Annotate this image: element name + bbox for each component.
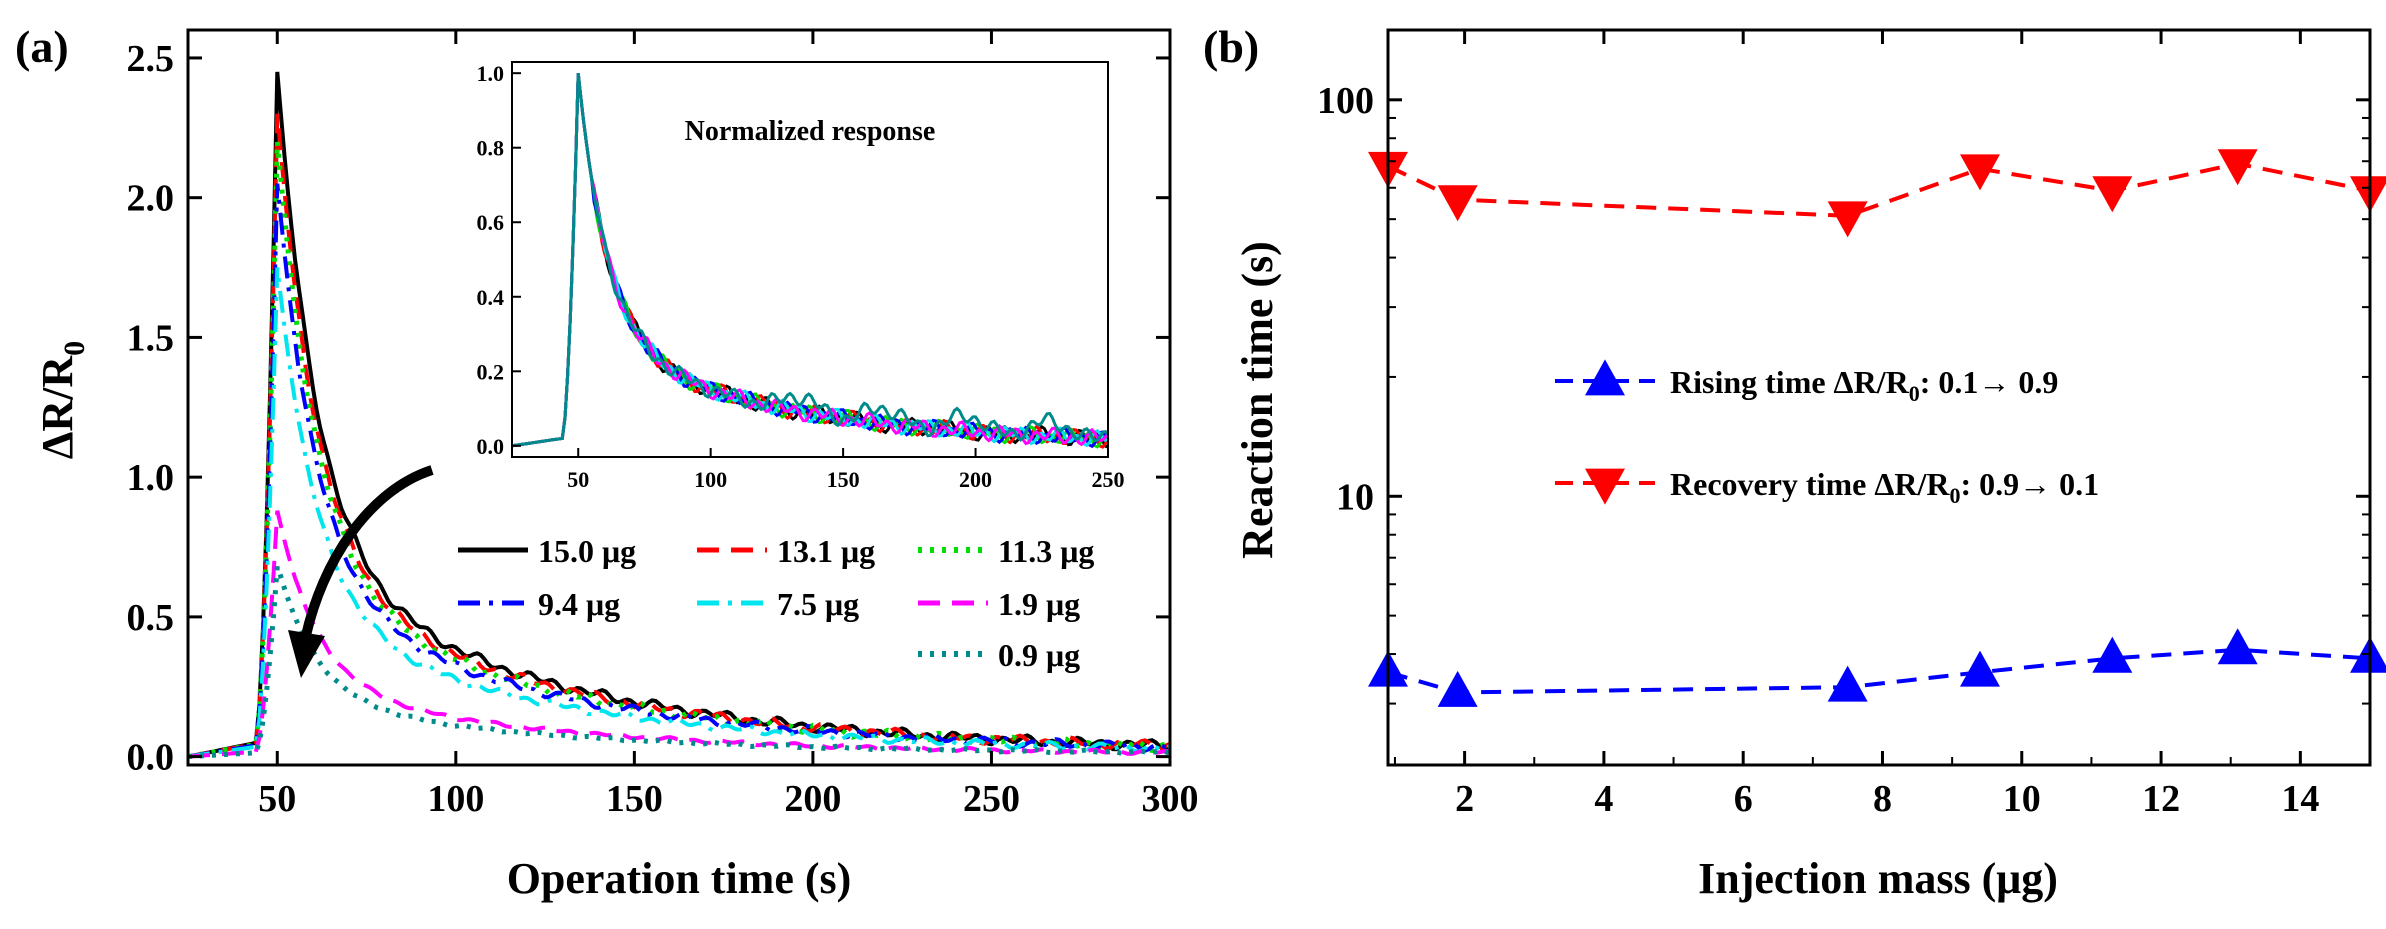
data-point-marker	[2350, 176, 2386, 213]
x-tick-label: 50	[258, 778, 296, 820]
legend-label-3: 9.4 μg	[538, 586, 620, 622]
inset-y-tick-label: 0.0	[477, 434, 505, 459]
inset-y-tick-label: 1.0	[477, 61, 505, 86]
inset-frame	[511, 61, 1109, 458]
legend-label-2: 11.3 μg	[998, 533, 1094, 569]
x-tick-label: 14	[2281, 778, 2319, 820]
inset-y-tick-label: 0.2	[477, 359, 505, 384]
x-tick-label: 6	[1734, 778, 1753, 820]
inset-x-tick-label: 200	[959, 467, 992, 492]
legend-swatch-marker-0	[1585, 359, 1625, 396]
inset-ticks: 50 100 150 200 250 0.0 0.2 0.4 0.6 0.8 1.0	[477, 61, 1125, 492]
data-point-marker	[2217, 149, 2258, 186]
panel-a-x-axis-label: Operation time (s)	[507, 854, 852, 903]
arrow-head	[288, 630, 325, 678]
y-tick-label: 100	[1317, 80, 1374, 122]
inset-series-line-5	[511, 73, 1110, 448]
panel-a-ticks: 50 100 150 200 250 300 0.0 0.5 1.0 1.5 2.0 2.5	[127, 30, 1199, 820]
x-tick-label: 150	[606, 778, 663, 820]
panel-b: (b) 2 4 6 8 10 12 14 10 100 Reaction time (s) In…	[1203, 21, 2386, 903]
legend-label-4: 7.5 μg	[777, 586, 859, 622]
inset-x-tick-label: 150	[827, 467, 860, 492]
panel-b-ticks: 2 4 6 8 10 12 14 10 100	[1317, 30, 2371, 820]
series-line-1	[187, 113, 1171, 759]
inset-y-tick-label: 0.6	[477, 210, 505, 235]
inset-x-tick-label: 100	[694, 467, 727, 492]
y-tick-label: 2.5	[127, 38, 175, 80]
panel-a-axes-frame	[186, 28, 1172, 767]
panel-a-label: (a)	[15, 21, 69, 72]
inset-chart: 50 100 150 200 250 0.0 0.2 0.4 0.6 0.8 1.0 Normali…	[477, 61, 1125, 492]
data-point-marker	[1959, 154, 2000, 191]
legend-label-0: 15.0 μg	[538, 533, 636, 569]
legend-label-0: Rising time ΔR/R0: 0.1→ 0.9	[1670, 364, 2058, 406]
x-tick-label: 10	[2003, 778, 2041, 820]
data-point-marker	[1959, 650, 2000, 687]
legend-label-1: 13.1 μg	[777, 533, 875, 569]
x-tick-label: 300	[1142, 778, 1199, 820]
data-point-marker	[1437, 670, 1478, 707]
data-point-marker	[2217, 628, 2258, 665]
legend-label-5: 1.9 μg	[998, 586, 1080, 622]
inset-series-line-6	[511, 73, 1110, 448]
x-tick-label: 250	[963, 778, 1020, 820]
x-tick-label: 100	[427, 778, 484, 820]
data-point-marker	[1827, 665, 1868, 702]
panel-a-y-label-main: ΔR/R0	[33, 341, 91, 459]
x-tick-label: 8	[1873, 778, 1892, 820]
panel-b-label: (b)	[1203, 21, 1259, 72]
panel-a: (a) 50 100 150 200 250 3000.00.51.01.52.02.5 …	[15, 21, 1199, 903]
inset-plot-area	[511, 73, 1110, 449]
inset-y-tick-label: 0.4	[477, 285, 505, 310]
arrow-shaft	[300, 465, 434, 642]
series-line-1	[1387, 161, 2371, 218]
series-line-5	[187, 510, 1171, 759]
x-tick-label: 12	[2142, 778, 2180, 820]
y-tick-label: 0.0	[127, 737, 175, 779]
y-tick-label: 2.0	[127, 178, 175, 220]
series-line-4	[187, 267, 1171, 759]
y-tick-label: 1.0	[127, 457, 175, 499]
y-tick-label: 10	[1336, 476, 1374, 518]
panel-a-legend: 15.0 μg 13.1 μg 11.3 μg 9.4 μg 7.5 μg 1.9 μg 0…	[458, 533, 1094, 673]
panel-b-y-axis-label: Reaction time (s)	[1233, 241, 1282, 559]
panel-b-plot-area	[1368, 149, 2386, 707]
legend-label-6: 0.9 μg	[998, 637, 1080, 673]
data-point-marker	[2092, 176, 2133, 213]
series-line-3	[187, 183, 1171, 759]
inset-x-tick-label: 250	[1092, 467, 1125, 492]
legend-label-1: Recovery time ΔR/R0: 0.9→ 0.1	[1670, 466, 2099, 508]
x-tick-label: 4	[1594, 778, 1613, 820]
data-point-marker	[2092, 636, 2133, 673]
y-tick-label: 0.5	[127, 597, 175, 639]
x-tick-label: 2	[1455, 778, 1474, 820]
x-tick-label: 200	[784, 778, 841, 820]
y-tick-label: 1.5	[127, 317, 175, 359]
legend-swatch-marker-1	[1585, 468, 1625, 505]
inset-title: Normalized response	[685, 116, 936, 147]
panel-b-x-axis-label: Injection mass (μg)	[1698, 854, 2058, 903]
data-point-marker	[1437, 185, 1478, 222]
panel-b-legend: Rising time ΔR/R0: 0.1→ 0.9 Recovery time…	[1555, 359, 2099, 508]
inset-x-tick-label: 50	[567, 467, 589, 492]
panel-b-axes-frame	[1386, 28, 2372, 767]
inset-background	[512, 62, 1108, 457]
decreasing-mass-arrow	[288, 465, 434, 678]
data-point-marker	[1827, 201, 1868, 238]
panel-a-y-axis-label: ΔR/R0	[33, 341, 91, 459]
inset-y-tick-label: 0.8	[477, 136, 505, 161]
